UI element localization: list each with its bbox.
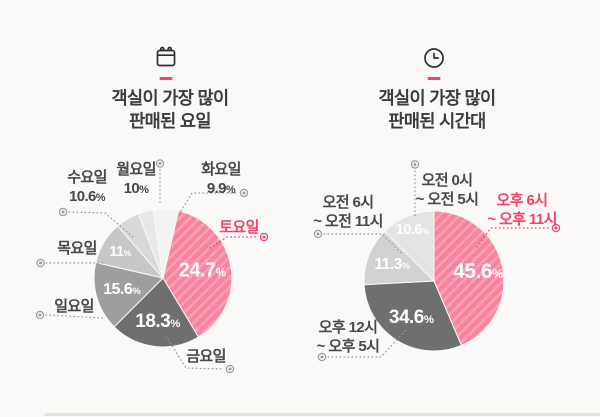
title-line-2: 판매된 요일 (129, 111, 211, 131)
leader-line (476, 227, 550, 248)
callout-wednesday: 수요일 10.6% (67, 169, 107, 205)
bullseye-marker-icon (58, 207, 68, 217)
slice-value-label: 24.7% (178, 259, 227, 282)
bullseye-marker-dot (228, 367, 232, 371)
bullseye-marker-dot (262, 235, 266, 239)
bullseye-marker-icon (225, 364, 235, 374)
chart-title-times: 객실이 가장 많이 판매된 시간대 (378, 87, 496, 133)
leader-line (45, 314, 105, 319)
leader-line (323, 233, 403, 255)
pie-slice-오전 6시 ~ 오전 11시 (363, 230, 436, 286)
pie-slice-오전 0시 ~ 오전 5시 (383, 210, 435, 283)
slice-value-label: 15.6% (103, 280, 141, 298)
pie-slice-토요일 (162, 210, 233, 338)
clock-icon (422, 46, 446, 75)
leader-line (209, 236, 259, 249)
callout-am0-5: 오전 0시 ~ 오전 5시 (415, 172, 479, 208)
bullseye-marker-dot (158, 162, 162, 165)
bullseye-marker-icon (35, 310, 45, 320)
callout-monday: 월요일 10% (116, 161, 156, 197)
bullseye-marker-dot (61, 210, 65, 214)
slice-value-label: 34.6% (388, 306, 434, 328)
bullseye-marker-dot (38, 313, 42, 317)
callout-pm12-5: 오후 12시 ~ 오후 5시 (316, 319, 380, 355)
accent-dash (159, 77, 173, 80)
leader-line (165, 335, 225, 370)
leader-line (180, 192, 239, 212)
bullseye-marker-dot (554, 226, 558, 230)
callout-saturday: 토요일 (219, 219, 259, 236)
bullseye-marker-dot (316, 232, 320, 236)
slice-value-label: 10.6% (395, 222, 430, 239)
calendar-icon (154, 45, 178, 76)
callout-friday: 금요일 (186, 348, 226, 365)
bullseye-marker-icon (36, 258, 45, 268)
bullseye-marker-icon (155, 159, 165, 168)
bullseye-marker-dot (39, 261, 42, 265)
title-line-2: 판매된 시간대 (388, 111, 486, 131)
callout-pm6-11: 오후 6시 ~ 오후 11시 (487, 192, 557, 228)
bullseye-marker-icon (313, 229, 323, 239)
callout-sunday: 일요일 (54, 298, 94, 315)
slice-value-label: 18.3% (135, 310, 180, 332)
bullseye-marker-icon (551, 223, 561, 233)
title-line-1: 객실이 가장 많이 (111, 88, 229, 108)
bullseye-marker-dot (413, 163, 417, 166)
pie-slice-화요일 (152, 208, 180, 279)
bullseye-marker-icon (259, 232, 269, 242)
callout-thursday: 목요일 (57, 240, 97, 257)
bullseye-marker-dot (242, 191, 246, 195)
callout-tuesday: 화요일 9.9% (201, 161, 241, 197)
pie-slice-금요일 (113, 277, 200, 348)
bullseye-marker-icon (317, 352, 327, 362)
slice-value-label: 45.6% (453, 259, 503, 283)
chart-title-days: 객실이 가장 많이 판매된 요일 (111, 87, 229, 133)
section-divider (44, 413, 600, 416)
bullseye-marker-icon (239, 188, 249, 198)
title-line-1: 객실이 가장 많이 (378, 88, 496, 108)
slice-value-label: 11.3% (374, 255, 410, 273)
bullseye-marker-icon (410, 160, 420, 169)
bullseye-marker-dot (320, 355, 324, 359)
leader-line (327, 329, 407, 358)
slice-value-label: 11% (109, 244, 131, 261)
accent-dash (427, 77, 441, 80)
pie-slice-일요일 (93, 261, 164, 328)
leader-line (68, 211, 134, 238)
callout-am6-11: 오전 6시 ~ 오전 11시 (313, 194, 383, 230)
pie-slice-오후 6시 ~ 오후 11시 (433, 210, 505, 347)
